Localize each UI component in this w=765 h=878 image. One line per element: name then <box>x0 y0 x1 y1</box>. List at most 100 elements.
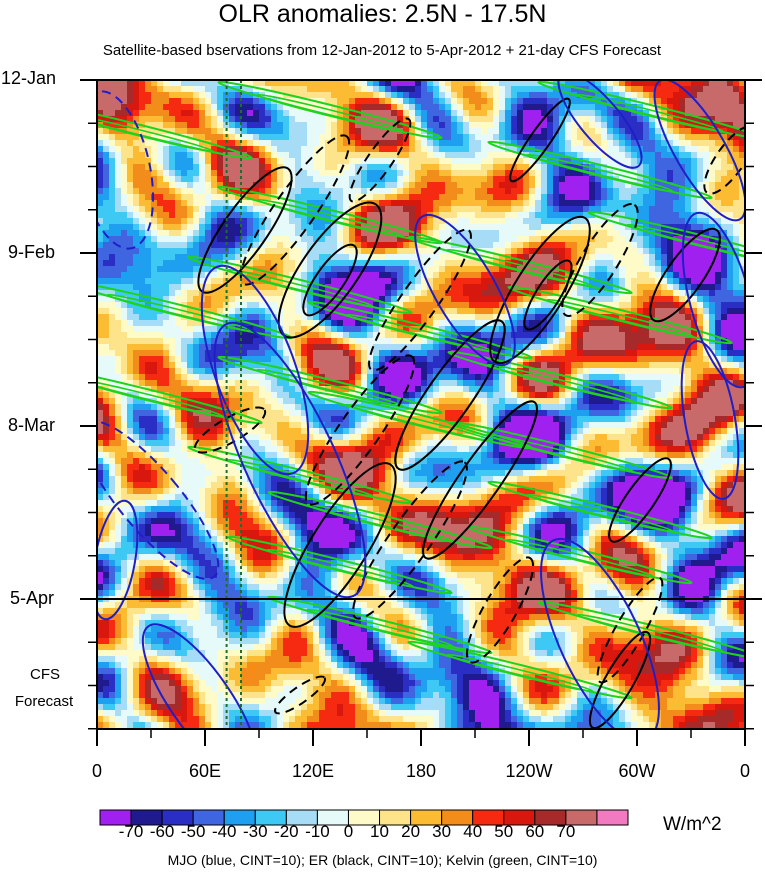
contour-legend-note: MJO (blue, CINT=10); ER (black, CINT=10)… <box>167 852 598 868</box>
kelvin-contour <box>306 608 454 648</box>
colorbar-label: -60 <box>149 822 175 841</box>
colorbar <box>99 809 629 826</box>
kelvin-contour <box>97 365 263 425</box>
colorbar-label: -50 <box>180 822 206 841</box>
er-contour <box>588 630 652 729</box>
colorbar-label: -10 <box>305 822 330 841</box>
kelvin-contour <box>446 248 594 288</box>
kelvin-contour <box>407 235 633 295</box>
kelvin-contour <box>487 480 713 540</box>
kelvin-contour <box>486 433 634 473</box>
kelvin-contour <box>447 420 673 480</box>
wave-contours <box>97 80 745 729</box>
kelvin-contour <box>256 368 404 408</box>
kelvin-contour <box>587 210 745 270</box>
er-contour <box>304 354 416 506</box>
mjo-contour <box>213 321 367 599</box>
forecast-label-line2: Forecast <box>14 693 74 710</box>
mjo-contour <box>97 90 155 250</box>
kelvin-contour <box>506 538 654 578</box>
kelvin-contour <box>97 113 214 153</box>
x-tick-label-180: 180 <box>405 761 437 781</box>
kelvin-contour <box>187 445 413 505</box>
kelvin-contour <box>526 493 674 533</box>
kelvin-contour <box>486 363 634 403</box>
er-contour <box>283 462 397 628</box>
mjo-contour <box>557 80 643 169</box>
mjo-contour <box>414 213 516 367</box>
mjo-contour <box>97 420 220 580</box>
er-contour <box>352 460 468 620</box>
colorbar-label: 10 <box>370 822 389 841</box>
x-tick-label-0: 0 <box>91 761 103 781</box>
kelvin-contour <box>97 378 224 418</box>
kelvin-contour <box>266 548 414 588</box>
er-contour <box>368 228 472 372</box>
kelvin-contour <box>97 100 253 160</box>
colorbar-label: 60 <box>525 822 545 841</box>
kelvin-contour <box>576 93 724 133</box>
colorbar-label: 30 <box>432 822 452 841</box>
chart-title: OLR anomalies: 2.5N - 17.5N <box>218 0 547 28</box>
er-contour <box>274 675 326 715</box>
mjo-contour <box>97 499 139 621</box>
colorbar-units: W/m^2 <box>663 814 722 835</box>
er-contour <box>561 203 639 317</box>
kelvin-contour <box>267 595 493 655</box>
kelvin-contour <box>267 490 493 550</box>
kelvin-contour <box>507 285 733 345</box>
er-contour <box>302 243 358 317</box>
x-tick-label-0-end: 0 <box>739 761 751 781</box>
kelvin-contour <box>307 300 533 360</box>
colorbar-label: -30 <box>242 822 268 841</box>
colorbar-label: -70 <box>118 822 144 841</box>
kelvin-contour <box>626 223 745 263</box>
er-contour <box>193 406 267 454</box>
mjo-contour <box>540 537 660 729</box>
colorbar-label: -20 <box>274 822 299 841</box>
plot-axes <box>80 79 762 746</box>
er-contour <box>394 319 506 471</box>
colorbar-label: 50 <box>494 822 514 841</box>
kelvin-contour <box>306 503 454 543</box>
er-contour <box>239 134 351 286</box>
kelvin-contour <box>227 535 453 595</box>
kelvin-contour <box>487 140 713 200</box>
colorbar-label: -40 <box>211 822 237 841</box>
colorbar-label: 0 <box>343 822 354 841</box>
y-tick-label-9-feb: 9-Feb <box>8 242 56 262</box>
kelvin-contour <box>446 653 594 693</box>
colorbar-label: 40 <box>463 822 483 841</box>
er-contour <box>608 457 672 543</box>
kelvin-contour <box>217 355 443 415</box>
colorbar-swatch <box>596 809 629 826</box>
forecast-label-line1: CFS <box>30 666 60 683</box>
kelvin-contour <box>407 640 633 700</box>
x-tick-label-120w: 120W <box>505 761 553 781</box>
kelvin-contour <box>256 93 404 133</box>
er-contour <box>422 400 538 560</box>
kelvin-contour <box>256 198 404 238</box>
mjo-contour <box>141 623 259 729</box>
kelvin-contour <box>447 350 673 410</box>
er-contour <box>465 556 535 664</box>
x-tick-label-60w: 60W <box>618 761 656 781</box>
colorbar-label: 20 <box>401 822 421 841</box>
chart-subtitle: Satellite-based bservations from 12-Jan-… <box>102 42 662 59</box>
kelvin-contour <box>226 268 374 308</box>
kelvin-contour <box>217 80 443 140</box>
kelvin-contour <box>187 255 413 315</box>
y-tick-label-5-apr: 5-Apr <box>10 588 55 608</box>
kelvin-contour <box>346 403 494 443</box>
mjo-contour <box>680 340 740 500</box>
er-contour <box>523 259 573 331</box>
colorbar-label: 70 <box>556 822 576 841</box>
er-contour <box>649 227 721 323</box>
kelvin-contour <box>546 298 694 338</box>
y-tick-label-12-jan: 12-Jan <box>1 68 57 88</box>
er-contour <box>509 97 571 183</box>
kelvin-contour <box>537 80 745 140</box>
er-contour <box>348 117 412 203</box>
x-tick-label-120e: 120E <box>291 761 335 781</box>
